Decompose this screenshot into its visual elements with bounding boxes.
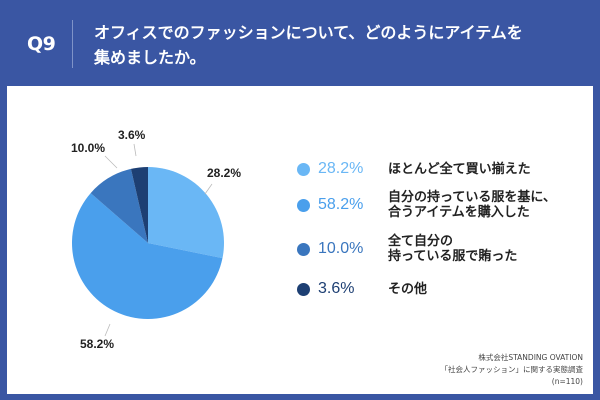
legend-text: その他 [388,281,428,297]
legend-pct: 10.0% [318,240,364,257]
legend-pct: 58.2% [318,196,364,213]
pie-chart [71,143,224,337]
legend-pct: 28.2% [318,160,364,177]
question-number: Q9 [27,33,56,55]
leader-line [133,143,137,157]
legend-dot-icon [297,198,310,212]
legend-item-2: 58.2% 自分の持っている服を基に、 合うアイテムを購入した [297,190,588,220]
pie-label-4: 3.6% [118,128,146,142]
source-note: 株式会社STANDING OVATION 「社会人ファッション」に関する実態調査… [441,352,584,388]
chart-panel: 28.2% 58.2% 10.0% 3.6% 28.2% ほとんど全て買い揃えた… [7,86,593,394]
legend-item-3: 10.0% 全て自分の 持っている服で賄った [297,234,588,264]
source-sample-size: (n=110) [551,377,583,386]
leader-line [104,155,118,169]
legend-dot-icon [297,162,310,176]
pie-label-2: 58.2% [80,337,115,351]
legend-text: 自分の持っている服を基に、 合うアイテムを購入した [388,190,556,220]
pie-slice-4 [130,167,148,243]
leader-line [104,323,111,337]
legend-item-1: 28.2% ほとんど全て買い揃えた [297,160,588,178]
source-survey: 「社会人ファッション」に関する実態調査 [440,365,584,374]
header-divider [72,20,73,68]
pie-slice-1 [148,167,224,259]
pie-label-1: 28.2% [207,166,242,180]
legend-item-4: 3.6% その他 [297,280,588,298]
pie-slice-3 [90,168,148,243]
legend-text: ほとんど全て買い揃えた [388,161,531,177]
legend-dot-icon [297,242,310,256]
leader-line [204,183,213,195]
source-company: 株式会社STANDING OVATION [478,353,583,362]
legend-pct: 3.6% [318,280,355,297]
pie-label-3: 10.0% [71,141,106,155]
question-line-1: オフィスでのファッションについて、どのようにアイテムを [94,23,523,42]
legend-dot-icon [297,282,310,296]
pie-slice-2 [71,193,223,319]
question-line-2: 集めましたか。 [94,48,206,67]
question-text: オフィスでのファッションについて、どのようにアイテムを 集めましたか。 [94,20,594,70]
header: Q9 オフィスでのファッションについて、どのようにアイテムを 集めましたか。 [0,0,600,86]
legend-text: 全て自分の 持っている服で賄った [388,234,518,264]
